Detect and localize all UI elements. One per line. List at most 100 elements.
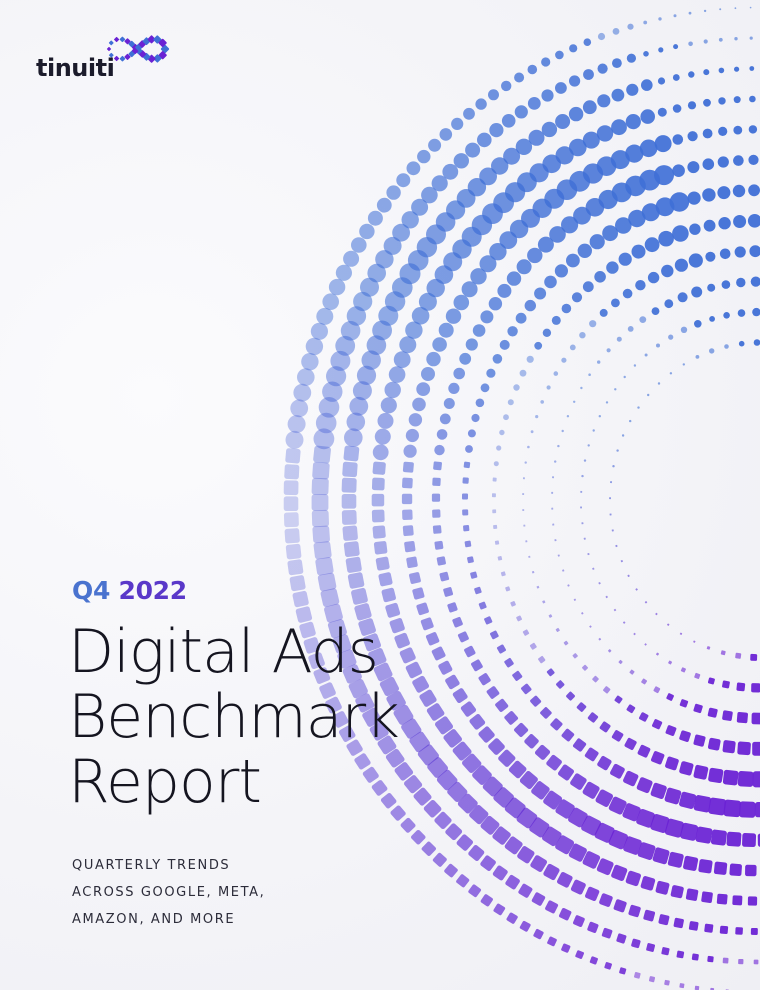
swirl-dot bbox=[557, 444, 560, 448]
swirl-dot bbox=[506, 271, 522, 286]
swirl-dot bbox=[552, 476, 555, 479]
logo-dot bbox=[147, 35, 156, 44]
swirl-dot bbox=[611, 88, 625, 102]
swirl-dot bbox=[672, 164, 685, 177]
swirl-dot bbox=[392, 223, 410, 242]
swirl-dot bbox=[492, 865, 508, 881]
swirl-dot bbox=[431, 175, 448, 192]
report-subtitle: QUARTERLY TRENDS ACROSS GOOGLE, META, AM… bbox=[72, 852, 265, 933]
swirl-dot bbox=[708, 797, 727, 816]
logo-dot bbox=[119, 55, 126, 62]
swirl-dot bbox=[390, 805, 406, 821]
swirl-dot bbox=[572, 738, 587, 752]
swirl-dot bbox=[703, 219, 716, 232]
swirl-dot bbox=[389, 617, 405, 634]
swirl-dot bbox=[490, 630, 499, 640]
swirl-dot bbox=[361, 350, 381, 370]
swirl-dot bbox=[580, 490, 583, 493]
swirl-dot bbox=[359, 223, 375, 240]
swirl-dot bbox=[465, 445, 473, 453]
swirl-dot bbox=[303, 637, 321, 654]
swirl-dot bbox=[432, 852, 447, 867]
swirl-dot bbox=[311, 477, 329, 496]
swirl-dot bbox=[655, 652, 660, 656]
swirl-dot bbox=[462, 509, 469, 516]
swirl-dot bbox=[474, 586, 482, 595]
swirl-dot bbox=[750, 653, 758, 661]
swirl-dot bbox=[362, 707, 382, 727]
swirl-dot bbox=[656, 343, 660, 348]
swirl-dot bbox=[301, 353, 319, 371]
swirl-dot bbox=[443, 398, 455, 409]
logo-dot bbox=[128, 40, 135, 48]
swirl-dot bbox=[561, 429, 564, 433]
swirl-dot bbox=[657, 382, 661, 385]
swirl-dot bbox=[547, 936, 557, 947]
swirl-dot bbox=[737, 771, 754, 787]
swirl-dot bbox=[310, 322, 328, 340]
swirl-dot bbox=[477, 132, 492, 148]
swirl-dot bbox=[580, 386, 583, 390]
swirl-dot bbox=[573, 400, 576, 403]
swirl-dot bbox=[685, 888, 699, 901]
swirl-dot bbox=[326, 366, 347, 387]
swirl-dot bbox=[562, 569, 565, 572]
swirl-dot bbox=[748, 154, 759, 165]
swirl-dot bbox=[443, 729, 462, 748]
swirl-dot bbox=[519, 920, 531, 932]
swirl-dot bbox=[688, 921, 699, 931]
swirl-dot bbox=[456, 874, 470, 888]
swirl-dot bbox=[324, 603, 343, 623]
swirl-dot bbox=[637, 744, 651, 758]
swirl-dot bbox=[672, 104, 682, 113]
swirl-dot bbox=[480, 310, 494, 324]
swirl-dot bbox=[702, 158, 715, 170]
swirl-dot bbox=[411, 829, 426, 845]
swirl-dot bbox=[531, 781, 550, 800]
swirl-dot bbox=[541, 826, 562, 847]
swirl-dot bbox=[320, 588, 340, 607]
swirl-dot bbox=[615, 217, 632, 234]
swirl-dot bbox=[486, 686, 500, 699]
swirl-dot bbox=[412, 397, 426, 412]
swirl-dot bbox=[707, 955, 714, 963]
swirl-dot bbox=[598, 582, 601, 585]
swirl-dot bbox=[531, 892, 546, 906]
swirl-dot bbox=[493, 787, 514, 808]
swirl-dot bbox=[664, 818, 684, 838]
swirl-dot bbox=[693, 764, 709, 780]
swirl-dot bbox=[319, 682, 336, 699]
swirl-dot bbox=[561, 943, 571, 953]
swirl-dot bbox=[540, 400, 544, 404]
swirl-dot bbox=[409, 572, 421, 584]
swirl-dot bbox=[592, 429, 595, 432]
swirl-dot bbox=[354, 753, 371, 770]
swirl-dot bbox=[377, 412, 394, 429]
swirl-dot bbox=[633, 971, 641, 979]
swirl-dot bbox=[472, 324, 486, 337]
swirl-dot bbox=[556, 871, 573, 888]
swirl-dot bbox=[528, 555, 531, 558]
swirl-dot bbox=[657, 107, 667, 117]
swirl-dot bbox=[643, 20, 648, 25]
title-line-3: Report bbox=[68, 747, 262, 817]
swirl-dot bbox=[427, 757, 449, 778]
swirl-dot bbox=[651, 751, 665, 765]
swirl-dot bbox=[655, 612, 658, 616]
swirl-dot bbox=[707, 707, 718, 718]
swirl-dot bbox=[709, 316, 715, 322]
swirl-dot bbox=[566, 691, 576, 701]
swirl-dot bbox=[433, 461, 442, 471]
swirl-dot bbox=[287, 415, 306, 434]
swirl-dot bbox=[572, 653, 578, 659]
swirl-dot bbox=[413, 787, 432, 806]
swirl-dot bbox=[312, 461, 330, 480]
swirl-dot bbox=[448, 382, 460, 394]
swirl-dot bbox=[695, 826, 713, 844]
swirl-dot bbox=[611, 730, 624, 742]
logo-dot bbox=[158, 38, 167, 47]
swirl-dot bbox=[639, 316, 647, 323]
swirl-dot bbox=[453, 153, 469, 169]
swirl-dot bbox=[462, 477, 469, 484]
